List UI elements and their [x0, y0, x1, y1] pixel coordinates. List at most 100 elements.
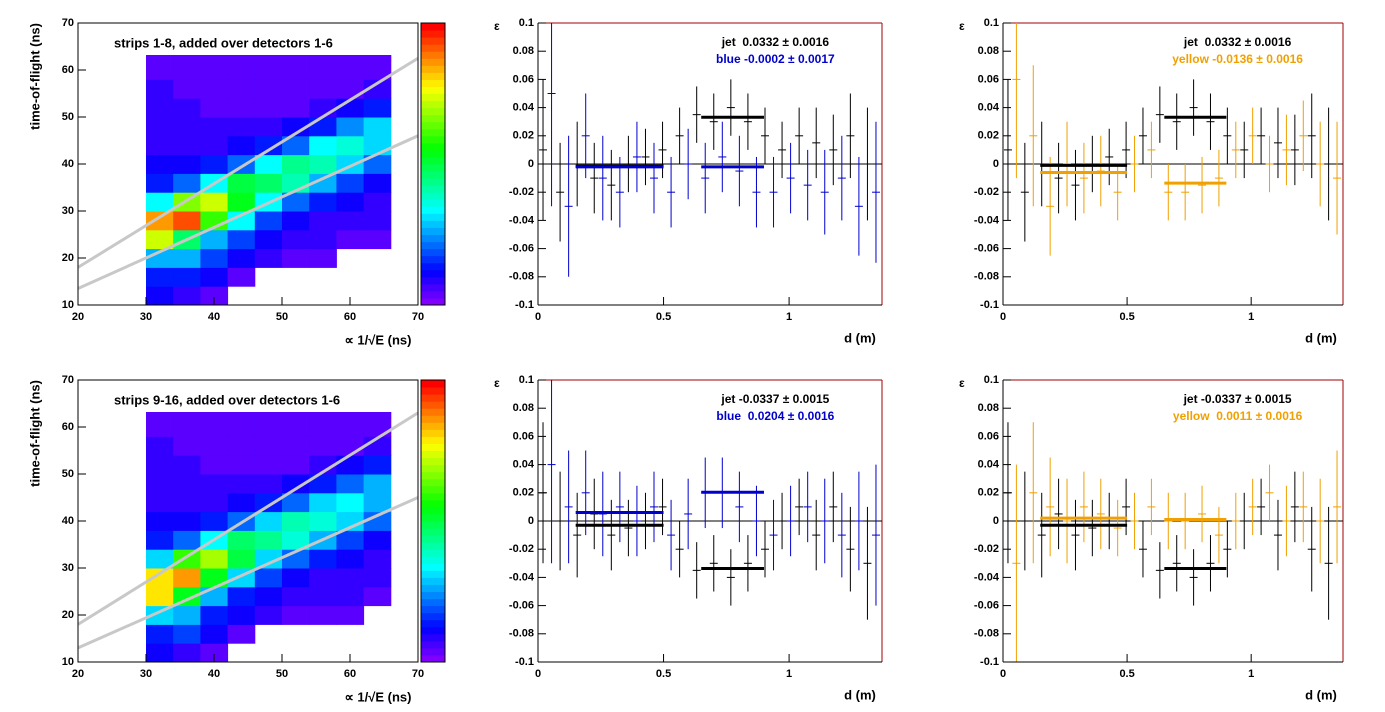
- x-tick-label: 20: [72, 668, 84, 680]
- heat-cell: [336, 605, 365, 625]
- heat-cell: [336, 79, 365, 99]
- y-axis-label: ε: [494, 376, 500, 390]
- x-tick-label: 1: [1248, 311, 1254, 323]
- heat-cell: [200, 79, 229, 99]
- heat-cell: [200, 154, 229, 174]
- x-tick-label: 0: [1000, 311, 1006, 323]
- colorbar-cell: [421, 626, 445, 635]
- y-tick-label: -0.1: [980, 656, 999, 668]
- heat-cell: [336, 436, 365, 456]
- heat-cell: [363, 154, 392, 174]
- colorbar-cell: [421, 44, 445, 52]
- heat-cell: [173, 436, 201, 456]
- x-axis-label: d (m): [1305, 687, 1337, 702]
- colorbar-cell: [421, 513, 445, 522]
- cut-line: [78, 496, 418, 650]
- heat-cell: [254, 154, 283, 174]
- y-tick-label: 0.04: [513, 459, 535, 471]
- colorbar-frame: [420, 379, 446, 663]
- heat-cell: [227, 211, 256, 231]
- heat-cell: [363, 511, 392, 531]
- heat-cell: [173, 267, 201, 287]
- y-tick-label: 40: [62, 158, 74, 170]
- heat-cell: [309, 436, 337, 456]
- heat-cell: [363, 60, 392, 80]
- annotation: jet -0.0337 ± 0.0015: [1183, 392, 1292, 406]
- heat-cell: [363, 568, 392, 588]
- heat-cell: [282, 192, 310, 212]
- x-tick-label: 70: [412, 668, 424, 680]
- heat-cell: [200, 549, 229, 569]
- y-tick-label: -0.04: [974, 214, 1000, 226]
- colorbar-cell: [421, 492, 445, 501]
- heat-cell: [227, 455, 256, 475]
- colorbar-cell: [421, 464, 445, 473]
- x-tick-label: 0.5: [1119, 311, 1134, 323]
- heat-cell: [200, 568, 229, 588]
- heat-cell: [336, 211, 365, 231]
- heat-cell: [200, 192, 229, 212]
- heat-cell: [227, 229, 256, 250]
- colorbar-cell: [421, 415, 445, 423]
- colorbar-cell: [421, 283, 445, 292]
- heat-cell: [227, 267, 256, 287]
- colorbar-cell: [421, 457, 445, 466]
- heat-cell: [200, 586, 229, 607]
- y-tick-label: 0.1: [519, 374, 534, 386]
- x-tick-label: 0: [535, 311, 541, 323]
- heat-cell: [309, 211, 337, 231]
- heat-cell: [173, 117, 201, 137]
- heat-cell: [309, 474, 337, 494]
- heat-cell: [146, 643, 174, 663]
- x-tick-label: 60: [344, 668, 356, 680]
- colorbar-cell: [421, 297, 445, 306]
- heat-cell: [282, 248, 310, 268]
- colorbar-cell: [421, 227, 445, 235]
- colorbar-cell: [421, 255, 445, 264]
- heat-cell: [254, 173, 283, 193]
- heat-cell: [336, 173, 365, 193]
- y-tick-label: 0.02: [513, 130, 534, 142]
- heat-cell: [200, 511, 229, 531]
- colorbar-cell: [421, 485, 445, 494]
- colorbar-cell: [421, 584, 445, 592]
- heat-cell: [146, 530, 174, 550]
- y-tick-label: -0.06: [509, 600, 534, 612]
- heat-cell: [227, 530, 256, 550]
- x-tick-label: 40: [208, 668, 220, 680]
- heat-cell: [336, 135, 365, 156]
- colorbar-cell: [421, 521, 445, 529]
- heat-cell: [309, 192, 337, 212]
- y-tick-label: 0.06: [513, 430, 534, 442]
- heat-cell: [282, 135, 310, 156]
- heat-cell: [200, 492, 229, 513]
- colorbar-cell: [421, 51, 445, 59]
- heat-cell: [146, 98, 174, 118]
- y-tick-label: 0.04: [978, 459, 1000, 471]
- heat-cell: [227, 624, 256, 644]
- heat-cell: [363, 417, 392, 437]
- x-axis-label: d (m): [1305, 330, 1337, 345]
- x-tick-label: 70: [412, 311, 424, 323]
- y-tick-label: 0: [528, 158, 534, 170]
- colorbar-cell: [421, 612, 445, 621]
- y-tick-label: -0.08: [509, 271, 534, 283]
- heat-cell: [173, 248, 201, 268]
- y-tick-label: -0.02: [974, 543, 999, 555]
- colorbar-cell: [421, 128, 445, 137]
- heat-cell: [363, 474, 392, 494]
- x-tick-label: 0.5: [656, 311, 671, 323]
- colorbar-cell: [421, 107, 445, 116]
- x-tick-label: 1: [1248, 668, 1254, 680]
- heat-cell: [146, 173, 174, 193]
- heat-cell: [227, 605, 256, 625]
- y-tick-label: 0.02: [978, 487, 999, 499]
- heat-cell: [227, 60, 256, 80]
- x-axis-label: ∝ 1/√E (ns): [345, 332, 412, 347]
- colorbar-cell: [421, 93, 445, 102]
- heat-cell: [363, 229, 392, 250]
- colorbar-cell: [421, 619, 445, 628]
- x-tick-label: 0.5: [1119, 668, 1134, 680]
- colorbar-cell: [421, 30, 445, 38]
- x-tick-label: 60: [344, 311, 356, 323]
